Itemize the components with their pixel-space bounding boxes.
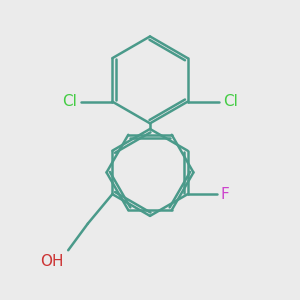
Text: OH: OH (40, 254, 64, 269)
Text: Cl: Cl (62, 94, 77, 109)
Text: Cl: Cl (223, 94, 238, 109)
Text: F: F (220, 187, 229, 202)
